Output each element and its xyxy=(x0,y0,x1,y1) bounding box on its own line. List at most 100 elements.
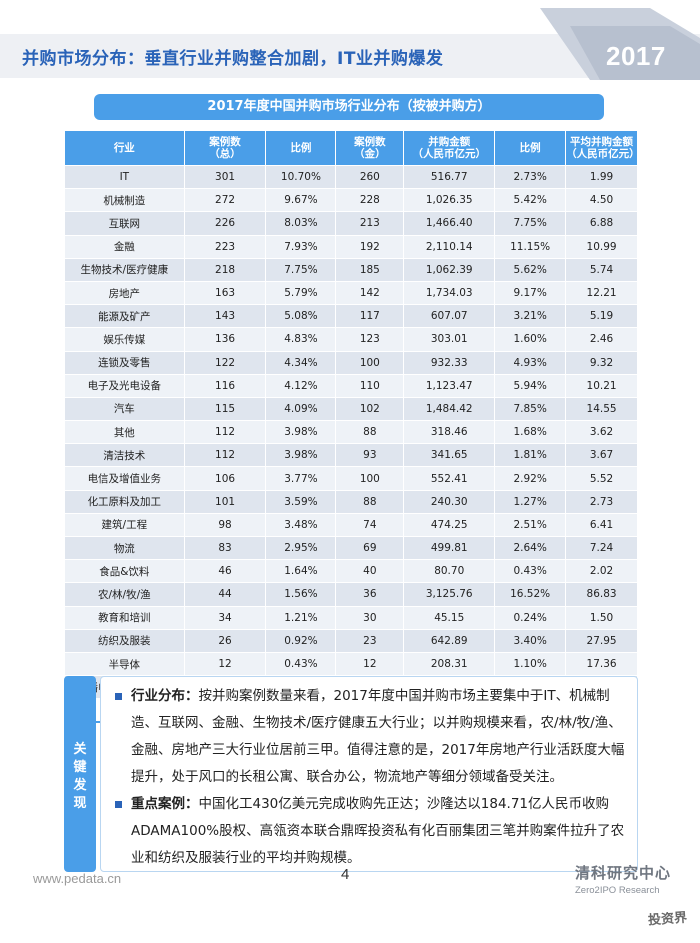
table-cell: 1.81% xyxy=(494,443,567,468)
column-header: 并购金额 （人民币亿元） xyxy=(403,130,496,166)
table-row: 食品&饮料 46 1.64% 40 80.70 0.43% 2.02 xyxy=(64,559,638,584)
table-cell: 106 xyxy=(183,466,267,491)
column-header: 平均并购金额 （人民币亿元） xyxy=(565,130,640,166)
column-header-line: 案例数 xyxy=(354,136,386,148)
table-cell: 23 xyxy=(335,628,405,653)
table-cell: 9.32 xyxy=(565,350,638,375)
table-cell: 34 xyxy=(183,605,267,630)
table-cell: 117 xyxy=(335,304,405,329)
table-cell: 102 xyxy=(335,396,405,422)
table-cell: 1.56% xyxy=(265,582,337,607)
table-cell: 74 xyxy=(335,512,405,538)
table-cell: 272 xyxy=(183,188,267,213)
column-header-subline: （总） xyxy=(209,148,241,160)
finding-heading: 重点案例： xyxy=(131,796,199,812)
table-cell: 10.70% xyxy=(265,164,337,190)
finding-body: 中国化工430亿美元完成收购先正达；沙隆达以184.71亿人民币收购ADAMA1… xyxy=(131,796,625,866)
finding-industry-distribution: 行业分布：按并购案例数量来看，2017年度中国并购市场主要集中于IT、机械制造、… xyxy=(115,683,629,791)
table-cell: 连锁及零售 xyxy=(64,350,185,375)
table-cell: 金融 xyxy=(64,234,185,259)
table-cell: 341.65 xyxy=(403,443,496,468)
table-cell: 36 xyxy=(335,582,405,607)
table-cell: 4.83% xyxy=(265,327,337,352)
table-cell: 3.98% xyxy=(265,443,337,468)
table-cell: 136 xyxy=(183,327,267,352)
table-cell: 0.43% xyxy=(494,559,567,584)
column-header-subline: （人民币亿元） xyxy=(412,148,486,160)
table-cell: 0.43% xyxy=(265,651,337,677)
table-row: 清洁技术 112 3.98% 93 341.65 1.81% 3.67 xyxy=(64,443,638,468)
table-cell: 生物技术/医疗健康 xyxy=(64,257,185,282)
table-row: IT 301 10.70% 260 516.77 2.73% 1.99 xyxy=(64,164,638,190)
table-cell: 1,466.40 xyxy=(403,211,496,236)
table-cell: 499.81 xyxy=(403,535,496,561)
table-cell: 208.31 xyxy=(403,651,496,677)
table-cell: 清洁技术 xyxy=(64,443,185,468)
column-header: 案例数 （总） xyxy=(183,130,267,166)
column-header-line: 比例 xyxy=(519,142,541,154)
table-cell: 80.70 xyxy=(403,559,496,584)
table-row: 金融 223 7.93% 192 2,110.14 11.15% 10.99 xyxy=(64,234,638,259)
key-findings-box: 行业分布：按并购案例数量来看，2017年度中国并购市场主要集中于IT、机械制造、… xyxy=(100,676,638,872)
table-cell: 6.88 xyxy=(565,211,638,236)
table-cell: 2.73% xyxy=(494,164,567,190)
table-cell: 116 xyxy=(183,373,267,398)
year-badge: 2017 xyxy=(606,41,666,71)
table-cell: 农/林/牧/渔 xyxy=(64,582,185,607)
table-cell: 教育和培训 xyxy=(64,605,185,630)
table-cell: 642.89 xyxy=(403,628,496,653)
table-cell: 2.64% xyxy=(494,535,567,561)
table-cell: 3.98% xyxy=(265,420,337,445)
findings-label-char: 现 xyxy=(73,796,87,811)
table-cell: 12 xyxy=(183,651,267,677)
table-cell: 2.95% xyxy=(265,535,337,561)
table-cell: 5.42% xyxy=(494,188,567,213)
key-findings-section: 关 键 发 现 行业分布：按并购案例数量来看，2017年度中国并购市场主要集中于… xyxy=(64,676,638,872)
column-header-line: 案例数 xyxy=(209,136,241,148)
table-cell: 69 xyxy=(335,535,405,561)
table-row: 其他 112 3.98% 88 318.46 1.68% 3.62 xyxy=(64,420,638,445)
table-row: 房地产 163 5.79% 142 1,734.03 9.17% 12.21 xyxy=(64,280,638,306)
column-header: 比例 xyxy=(494,130,567,166)
table-cell: 10.99 xyxy=(565,234,638,259)
table-cell: 40 xyxy=(335,559,405,584)
table-cell: 83 xyxy=(183,535,267,561)
table-cell: 1,484.42 xyxy=(403,396,496,422)
table-row: 电信及增值业务 106 3.77% 100 552.41 2.92% 5.52 xyxy=(64,466,638,491)
table-cell: 88 xyxy=(335,489,405,514)
table-cell: 143 xyxy=(183,304,267,329)
table-cell: 互联网 xyxy=(64,211,185,236)
table-cell: 474.25 xyxy=(403,512,496,538)
brand-logo-text: 清科研究中心 xyxy=(575,864,672,882)
table-cell: 2.51% xyxy=(494,512,567,538)
table-row: 机械制造 272 9.67% 228 1,026.35 5.42% 4.50 xyxy=(64,188,638,213)
table-cell: 12.21 xyxy=(565,280,638,306)
table-cell: 516.77 xyxy=(403,164,496,190)
finding-key-cases: 重点案例：中国化工430亿美元完成收购先正达；沙隆达以184.71亿人民币收购A… xyxy=(115,791,629,872)
table-cell: 9.67% xyxy=(265,188,337,213)
table-cell: 86.83 xyxy=(565,582,638,607)
table-cell: 45.15 xyxy=(403,605,496,630)
table-row: 汽车 115 4.09% 102 1,484.42 7.85% 14.55 xyxy=(64,396,638,422)
table-cell: 7.75% xyxy=(265,257,337,282)
table-cell: 110 xyxy=(335,373,405,398)
table-cell: 101 xyxy=(183,489,267,514)
table-cell: 4.93% xyxy=(494,350,567,375)
table-cell: 汽车 xyxy=(64,396,185,422)
table-row: 农/林/牧/渔 44 1.56% 36 3,125.76 16.52% 86.83 xyxy=(64,582,638,607)
table-cell: 226 xyxy=(183,211,267,236)
column-header: 比例 xyxy=(265,130,337,166)
table-cell: 0.92% xyxy=(265,628,337,653)
table-cell: 建筑/工程 xyxy=(64,512,185,538)
table-row: 建筑/工程 98 3.48% 74 474.25 2.51% 6.41 xyxy=(64,512,638,538)
table-cell: 1.50 xyxy=(565,605,638,630)
column-header-line: 比例 xyxy=(290,142,312,154)
table-cell: 932.33 xyxy=(403,350,496,375)
table-cell: 5.19 xyxy=(565,304,638,329)
column-header-subline: （金） xyxy=(354,148,386,160)
table-row: 生物技术/医疗健康 218 7.75% 185 1,062.39 5.62% 5.74 xyxy=(64,257,638,282)
table-body: IT 301 10.70% 260 516.77 2.73% 1.99 机械制造 272 9.67… xyxy=(64,164,638,724)
page-title: 并购市场分布：垂直行业并购整合加剧，IT业并购爆发 xyxy=(22,49,444,69)
table-cell: 3.48% xyxy=(265,512,337,538)
table-cell: 17.36 xyxy=(565,651,638,677)
